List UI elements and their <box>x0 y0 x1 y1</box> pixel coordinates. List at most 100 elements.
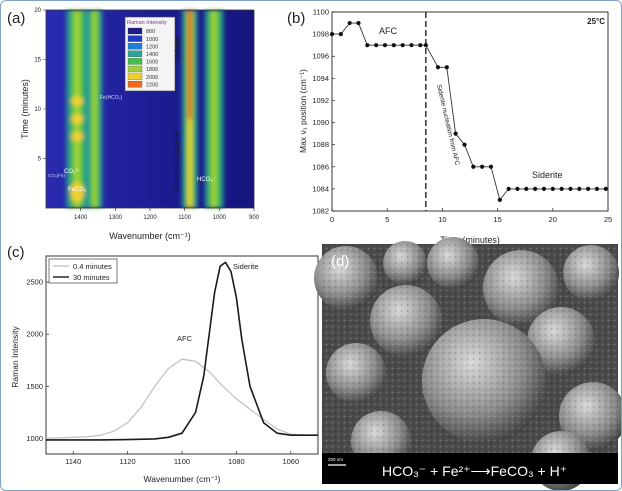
spectra-legend: 0.4 minutes 30 minutes <box>48 258 118 284</box>
spectra-x-tick-label: 1080 <box>228 457 245 466</box>
equation-bar <box>322 453 618 484</box>
spectra-lines <box>45 261 318 441</box>
peak-data-point <box>506 186 511 191</box>
peak-data-point <box>338 32 343 37</box>
spectra-plot-frame <box>45 255 319 455</box>
spectra-y-tick-label: 2000 <box>26 330 43 339</box>
annotation-hco3: HCO₃⁻ <box>197 177 216 183</box>
peak-data-point <box>365 43 370 48</box>
spectra-afc-label: AFC <box>177 334 193 343</box>
legend-level-label: 1600 <box>146 60 158 66</box>
siderite-label: Siderite <box>532 170 563 180</box>
heatmap-y-tick-label: 10 <box>34 107 41 113</box>
legend-level-label: 800 <box>146 29 155 35</box>
peak-data-point <box>577 186 582 191</box>
spectra-x-tick-label: 1060 <box>282 457 299 466</box>
peak-y-tick-label: 1082 <box>312 207 329 216</box>
legend-level-label: 1800 <box>146 67 158 73</box>
panel-a-heatmap: (a) Raman Intensity 80010001200140016001… <box>7 8 260 241</box>
spectra-x-tick-label: 1120 <box>120 457 136 466</box>
annotation-co3: CO₃²⁻ <box>64 169 81 175</box>
peak-data-point <box>480 164 485 169</box>
heatmap-hotspot <box>70 182 85 203</box>
heatmap-x-tick-label: 1200 <box>143 215 157 221</box>
heatmap-bands <box>66 10 224 208</box>
peak-x-tick-label: 20 <box>549 215 557 224</box>
peak-data-point <box>382 43 388 48</box>
peak-data-point <box>603 186 608 191</box>
heatmap-hotspot <box>187 10 192 119</box>
peak-data-point <box>533 186 538 191</box>
peak-data-point <box>435 65 441 70</box>
legend-label-30-min: 30 minutes <box>73 273 110 282</box>
peak-data-point <box>444 65 449 70</box>
peak-x-tick-label: 10 <box>438 215 446 224</box>
peak-y-tick-label: 1098 <box>312 30 329 39</box>
spectra-y-tick-label: 1500 <box>26 382 43 391</box>
legend-swatch <box>127 35 143 42</box>
peak-data-point <box>374 43 379 48</box>
legend-level-label: 2200 <box>146 82 158 88</box>
spectra-y-label: Raman Intensity <box>10 326 20 388</box>
legend-level-label: 2000 <box>146 75 158 81</box>
peak-data-point <box>568 186 573 191</box>
heatmap-y-label: Time (minutes) <box>20 79 30 139</box>
peak-data-point <box>462 142 467 147</box>
panel-b-label: (b) <box>287 10 305 27</box>
panel-c-label: (c) <box>7 244 25 261</box>
peak-x-label: Time (minutes) <box>440 235 500 245</box>
peak-data-point <box>515 186 520 191</box>
legend-swatch <box>127 50 143 57</box>
reaction-equation: HCO₃⁻ + Fe²⁺⟶FeCO₃ + H⁺ <box>382 463 567 479</box>
peak-data-point <box>418 43 423 48</box>
temperature-label: 25°C <box>587 17 605 26</box>
heatmap-x-tick-label: 1400 <box>74 215 88 221</box>
peak-data-point <box>356 20 361 26</box>
legend-title: Raman Intensity <box>127 20 167 26</box>
legend-swatch <box>127 58 143 65</box>
peak-data-point <box>524 186 529 191</box>
panel-c-spectra: (c) 1140 1120 1100 1080 1060 1000 1500 2000 2500… <box>7 244 319 484</box>
peak-data-point <box>559 186 564 191</box>
spectra-axes: 1140 1120 1100 1080 1060 1000 1500 2000 2500 <box>26 278 299 466</box>
heatmap-ticks: 1400 1300 1200 1100 1000 900 5 10 15 20 <box>34 8 259 221</box>
spectra-y-tick-label: 1000 <box>26 434 43 443</box>
scale-bar-label: 200 nm <box>328 457 343 462</box>
peak-data-point <box>391 43 396 48</box>
spectrum-line <box>45 358 318 440</box>
peak-data-point <box>400 43 405 48</box>
peak-data-point <box>329 32 335 37</box>
panel-a-label: (a) <box>7 10 25 27</box>
legend-swatch <box>127 73 143 80</box>
heatmap-x-tick-label: 1300 <box>109 215 123 221</box>
legend-swatch <box>127 27 143 35</box>
sem-texture <box>322 244 618 484</box>
peak-data-point <box>471 164 476 169</box>
peak-plot-frame <box>331 11 609 212</box>
peak-y-tick-label: 1090 <box>312 118 329 127</box>
peak-series-points <box>329 20 608 203</box>
spectrum-line <box>46 261 318 441</box>
heatmap-x-tick-label: 1000 <box>213 215 227 221</box>
heatmap-x-tick-label: 900 <box>249 215 260 221</box>
annotation-fehco3: Fe(HCO₃) <box>100 95 123 101</box>
heatmap-x-label: Wavenumber (cm⁻¹) <box>109 231 190 241</box>
peak-data-point <box>453 131 458 136</box>
afc-label: AFC <box>379 26 398 36</box>
peak-data-point <box>347 20 352 26</box>
peak-y-tick-label: 1100 <box>313 8 329 17</box>
legend-level-label: 1000 <box>146 37 158 43</box>
peak-data-point <box>423 43 428 48</box>
peak-x-tick-label: 5 <box>385 215 389 224</box>
heatmap-hotspot <box>71 113 84 124</box>
peak-y-tick-label: 1092 <box>312 96 329 105</box>
heatmap-y-tick-label: 15 <box>34 58 41 64</box>
panel-b-peak-position: (b) 0 5 10 15 20 25 1082 1084 1086 1088 1090 1092 10… <box>287 8 612 246</box>
heatmap-y-tick-label: 5 <box>38 157 42 163</box>
peak-x-tick-label: 15 <box>493 215 501 224</box>
legend-swatch <box>127 81 143 88</box>
peak-data-point <box>550 186 555 191</box>
spectra-x-label: Wavenumber (cm⁻¹) <box>144 474 221 484</box>
